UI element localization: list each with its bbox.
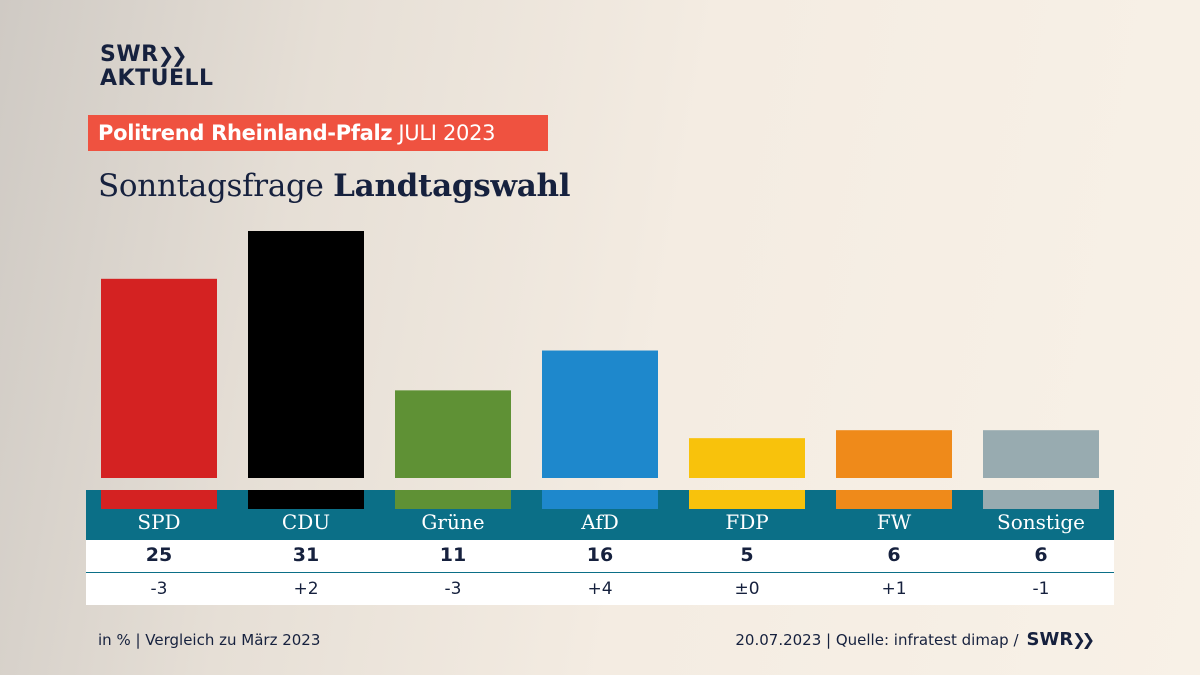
party-label: CDU — [281, 510, 331, 534]
color-strip-fdp — [689, 490, 805, 509]
double-chevron-icon: ❯ ❯ — [157, 43, 189, 67]
footer-source-text: 20.07.2023 | Quelle: infratest dimap / — [735, 630, 1019, 649]
swr-aktuell-logo: SWR ❯ ❯ AKTUELL — [100, 44, 214, 90]
party-label: SPD — [137, 510, 181, 534]
party-label: Grüne — [421, 510, 485, 534]
chart-title: Sonntagsfrage Landtagswahl — [98, 168, 571, 204]
survey-banner: Politrend Rheinland-Pfalz JULI 2023 — [88, 115, 548, 151]
double-chevron-icon: ❯ ❯ — [1072, 630, 1095, 649]
bar-fw — [836, 430, 952, 478]
party-value: 11 — [439, 544, 467, 566]
party-change: +1 — [881, 579, 907, 599]
party-change: +4 — [587, 579, 613, 599]
party-label: FW — [876, 510, 912, 534]
logo-text-swr: SWR — [100, 42, 159, 67]
party-value: 16 — [586, 544, 614, 566]
bar-cdu — [248, 231, 364, 478]
color-strip-spd — [101, 490, 217, 509]
bar-spd — [101, 278, 217, 478]
color-strip-sonstige — [983, 490, 1099, 509]
logo-text-aktuell: AKTUELL — [100, 66, 214, 91]
footer-note: in % | Vergleich zu März 2023 — [98, 631, 321, 649]
party-change: -3 — [150, 579, 168, 599]
party-change: -3 — [444, 579, 462, 599]
color-strip-afd — [542, 490, 658, 509]
footer-source: 20.07.2023 | Quelle: infratest dimap / S… — [735, 629, 1095, 650]
banner-date: JULI 2023 — [398, 121, 496, 145]
color-strip-fw — [836, 490, 952, 509]
change-row: -3 +2 -3 +4 ±0 +1 -1 — [86, 573, 1114, 605]
swr-footer-logo: SWR ❯ ❯ — [1026, 629, 1096, 650]
bar-sonstige — [983, 430, 1099, 478]
party-change: -1 — [1032, 579, 1050, 599]
party-change: ±0 — [734, 579, 760, 599]
party-value: 5 — [740, 544, 754, 566]
value-row: 25 31 11 16 5 6 6 — [86, 540, 1114, 573]
bar-grüne — [395, 390, 511, 478]
party-value: 6 — [1034, 544, 1048, 566]
party-label: FDP — [725, 510, 769, 534]
bar-fdp — [689, 438, 805, 478]
color-strip-cdu — [248, 490, 364, 509]
party-change: +2 — [293, 579, 319, 599]
color-strip-grüne — [395, 490, 511, 509]
party-value: 6 — [887, 544, 901, 566]
party-value: 25 — [145, 544, 173, 566]
banner-title: Politrend Rheinland-Pfalz — [98, 121, 393, 145]
party-label: Sonstige — [997, 510, 1085, 534]
party-value: 31 — [292, 544, 320, 566]
bar-afd — [542, 350, 658, 478]
party-label: AfD — [581, 510, 619, 534]
